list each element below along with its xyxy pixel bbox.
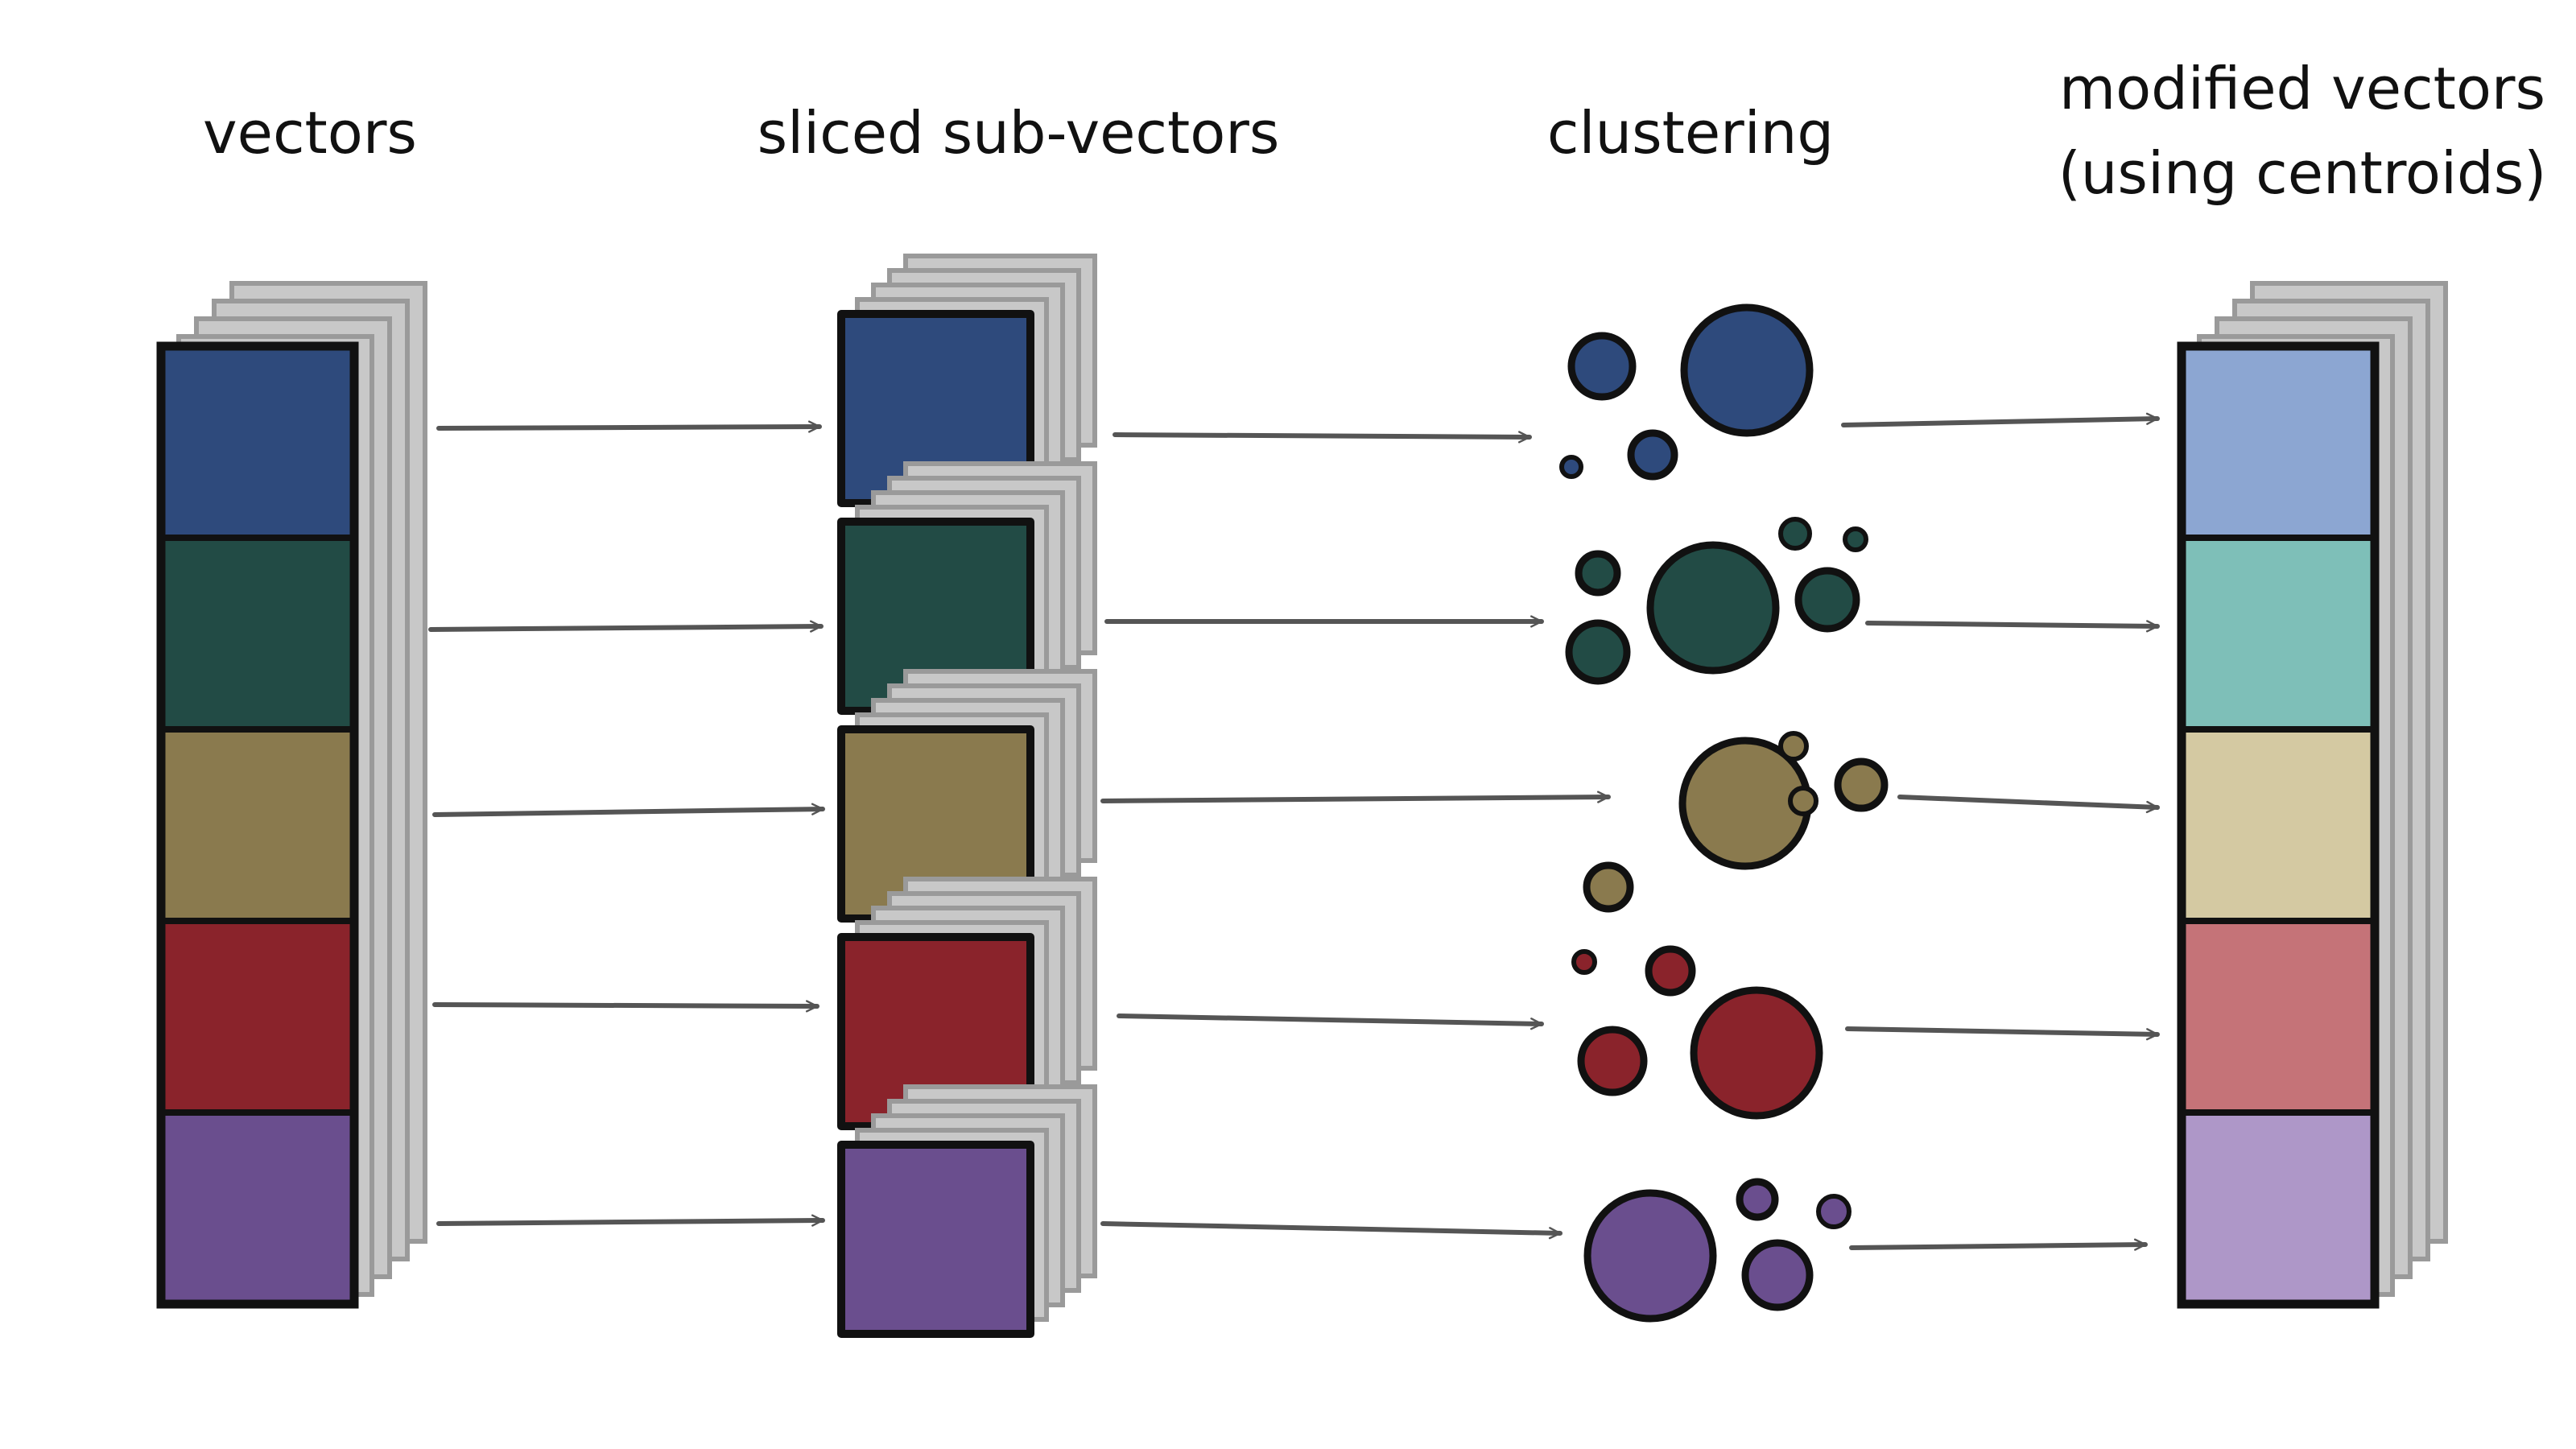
cluster-circle-blue	[1567, 332, 1637, 401]
heading-sliced-sub-vectors: sliced sub-vectors	[758, 99, 1280, 167]
clustering-groups	[1559, 303, 1889, 1323]
heading-modified-vectors-line2: (using centroids)	[2058, 139, 2547, 207]
cluster-circle-tan	[1778, 731, 1809, 762]
arrow-green-1	[428, 620, 824, 633]
vector-segment-purple	[158, 1109, 357, 1307]
cluster-circle-red	[1577, 1026, 1648, 1096]
cluster-circle-blue	[1680, 303, 1814, 437]
arrow-red-2	[1117, 1013, 1544, 1030]
heading-modified-vectors-line1: modified vectors	[2059, 55, 2545, 122]
cluster-circle-green	[1646, 541, 1780, 675]
arrow-tan-1	[432, 803, 825, 817]
vector-segment-blue	[158, 343, 357, 541]
cluster-circle-blue	[1627, 429, 1678, 481]
arrow-blue-3	[1841, 412, 2160, 427]
cluster-circle-red	[1690, 986, 1823, 1120]
sliced-sub-vectors-stack	[837, 254, 1097, 1338]
heading-clustering: clustering	[1547, 99, 1834, 167]
arrow-blue-2	[1113, 431, 1532, 444]
cluster-circle-purple	[1736, 1178, 1779, 1221]
cluster-circle-tan	[1788, 786, 1818, 816]
vector-segment-red	[158, 918, 357, 1116]
modified-vector-segment-tan	[2178, 726, 2378, 924]
modified-vector-segment-purple	[2178, 1109, 2378, 1307]
cluster-circle-green	[1843, 526, 1868, 552]
modified-vector-segment-red	[2178, 918, 2378, 1116]
cluster-circle-green	[1794, 567, 1860, 633]
vector-segment-tan	[158, 726, 357, 924]
cluster-circle-green	[1575, 550, 1621, 597]
arrow-purple-1	[436, 1214, 825, 1227]
cluster-circle-blue	[1559, 455, 1583, 479]
modified-vector-segment-green	[2178, 535, 2378, 733]
vector-outline	[156, 341, 359, 1309]
cluster-circle-red	[1645, 945, 1696, 997]
arrow-purple-2	[1100, 1221, 1563, 1240]
sub-vector-purple	[837, 1141, 1034, 1338]
cluster-circle-red	[1571, 949, 1597, 975]
arrow-purple-3	[1849, 1238, 2148, 1251]
heading-vectors: vectors	[203, 99, 417, 167]
cluster-circle-purple	[1816, 1194, 1852, 1229]
arrow-tan-2	[1100, 791, 1611, 803]
cluster-circle-purple	[1741, 1239, 1814, 1311]
vectors-stack	[156, 281, 427, 1309]
arrow-red-1	[432, 1000, 819, 1013]
cluster-circle-tan	[1583, 861, 1634, 913]
arrow-red-3	[1845, 1026, 2160, 1041]
arrow-blue-1	[436, 420, 822, 433]
arrows	[428, 412, 2160, 1251]
cluster-circle-green	[1778, 517, 1812, 551]
vector-segment-green	[158, 535, 357, 733]
modified-vector-segment-blue	[2178, 343, 2378, 541]
cluster-circle-green	[1565, 619, 1631, 685]
modified-vectors-stack	[2177, 281, 2448, 1309]
modified-vector-outline	[2177, 341, 2380, 1309]
arrow-green-3	[1865, 620, 2160, 633]
cluster-circle-tan	[1834, 758, 1889, 812]
cluster-circle-purple	[1583, 1189, 1717, 1323]
arrow-tan-3	[1897, 795, 2160, 814]
